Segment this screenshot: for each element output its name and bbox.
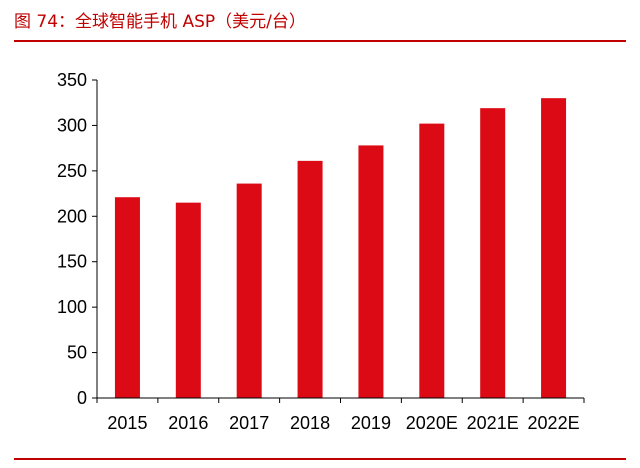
x-tick-label: 2020E	[406, 413, 458, 433]
x-tick-label: 2016	[168, 413, 208, 433]
x-axis-ticks: 2015 2016 2017 2018 2019 2020E 2021E 2022E	[96, 398, 585, 433]
y-tick-label: 100	[57, 297, 87, 317]
bar-2016	[175, 202, 201, 398]
y-tick-label: 150	[57, 252, 87, 272]
bar-series	[114, 98, 567, 399]
y-tick-label: 200	[57, 206, 87, 226]
x-tick-label: 2015	[107, 413, 147, 433]
x-tick-label: 2018	[290, 413, 330, 433]
bar-2018	[297, 160, 323, 398]
bar-2019	[358, 145, 384, 398]
figure-title: 图 74：全球智能手机 ASP（美元/台）	[14, 12, 306, 32]
bar-2015	[114, 197, 140, 398]
x-tick-label: 2022E	[528, 413, 580, 433]
bar-2022E	[541, 98, 567, 399]
y-tick-label: 0	[77, 388, 87, 408]
footer-rule	[14, 458, 626, 460]
bar-2021E	[480, 108, 506, 398]
y-tick-label: 350	[57, 70, 87, 90]
x-tick-label: 2017	[229, 413, 269, 433]
y-tick-label: 300	[57, 115, 87, 135]
y-axis-ticks: 0 50 100 150 200 250 300 350	[57, 70, 97, 408]
x-tick-label: 2019	[351, 413, 391, 433]
x-tick-label: 2021E	[467, 413, 519, 433]
bar-2017	[236, 183, 262, 398]
title-rule	[14, 40, 626, 42]
bar-2020E	[419, 123, 445, 399]
y-tick-label: 250	[57, 161, 87, 181]
y-tick-label: 50	[67, 343, 87, 363]
